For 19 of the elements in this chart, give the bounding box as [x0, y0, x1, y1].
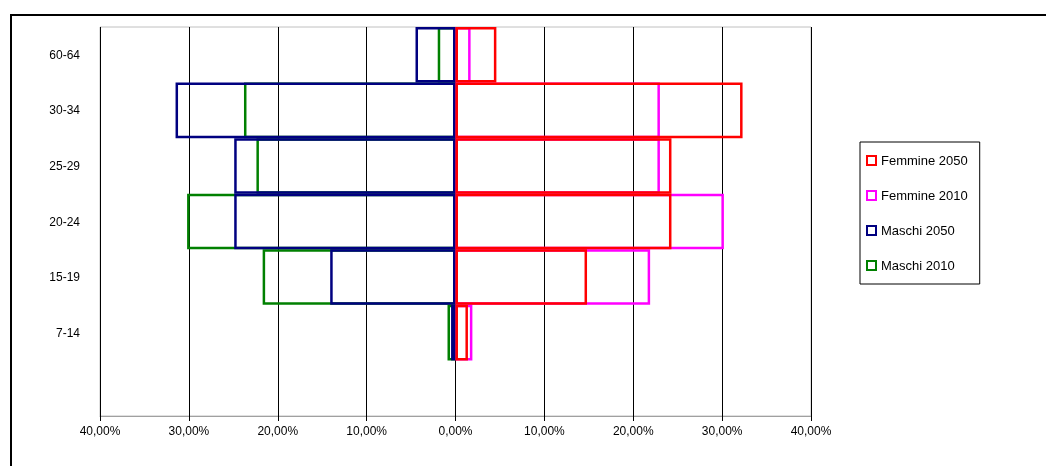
- y-tick-label: 60-64: [49, 47, 81, 62]
- x-tick-label: 0,00%: [438, 424, 473, 438]
- x-tick-label: 20,00%: [257, 424, 299, 438]
- legend-label: Maschi 2050: [881, 223, 955, 238]
- y-tick-label: 7-14: [55, 325, 81, 340]
- y-tick-label: 15-19: [49, 270, 81, 285]
- legend-label: Femmine 2050: [881, 153, 968, 168]
- x-tick-label: 20,00%: [612, 424, 654, 438]
- x-tick-label: 30,00%: [701, 424, 743, 438]
- y-tick-label: 30-34: [49, 103, 81, 118]
- x-tick-label: 40,00%: [790, 424, 832, 438]
- x-tick-label: 10,00%: [346, 424, 388, 438]
- x-tick-label: 40,00%: [79, 424, 121, 438]
- y-tick-label: 20-24: [49, 214, 81, 229]
- x-tick-label: 30,00%: [168, 424, 210, 438]
- legend-label: Femmine 2010: [881, 188, 968, 203]
- x-tick-label: 10,00%: [524, 424, 566, 438]
- y-tick-label: 25-29: [49, 158, 81, 173]
- legend-label: Maschi 2010: [881, 258, 955, 273]
